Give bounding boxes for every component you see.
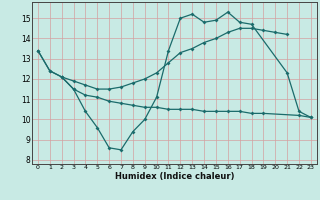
X-axis label: Humidex (Indice chaleur): Humidex (Indice chaleur) [115, 172, 234, 181]
